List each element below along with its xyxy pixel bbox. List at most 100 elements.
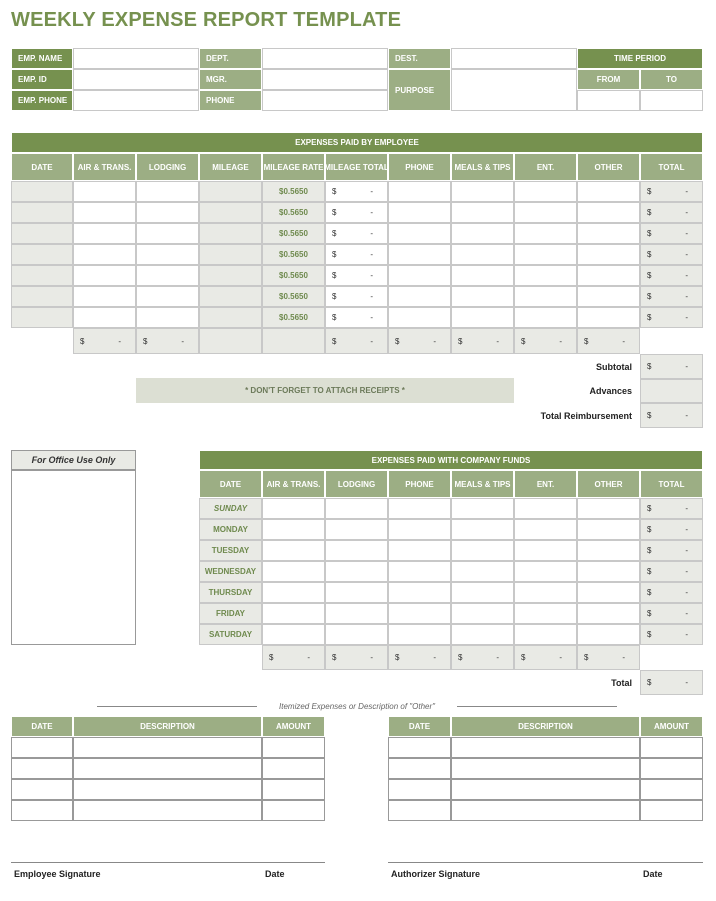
expense-cell[interactable] <box>325 519 388 540</box>
expense-cell[interactable] <box>199 202 262 223</box>
itemized-left-cell[interactable] <box>262 758 325 779</box>
row-total-cell[interactable]: $ - <box>640 561 703 582</box>
expense-cell[interactable] <box>262 582 325 603</box>
itemized-right-cell[interactable] <box>640 737 703 758</box>
itemized-left-cell[interactable] <box>73 758 262 779</box>
row-total-cell[interactable]: $ - <box>640 540 703 561</box>
expense-cell[interactable] <box>514 603 577 624</box>
row-total-cell[interactable]: $ - <box>640 202 703 223</box>
itemized-right-cell[interactable] <box>388 758 451 779</box>
row-total-cell[interactable]: $ - <box>640 603 703 624</box>
expense-cell[interactable] <box>325 582 388 603</box>
expense-cell[interactable] <box>388 582 451 603</box>
itemized-right-cell[interactable] <box>388 779 451 800</box>
emp-phone-field[interactable] <box>73 90 199 111</box>
phone-field[interactable] <box>262 90 388 111</box>
itemized-right-cell[interactable] <box>640 779 703 800</box>
expense-cell[interactable] <box>514 223 577 244</box>
expense-cell[interactable] <box>577 498 640 519</box>
column-total-cell[interactable]: $ - <box>514 645 577 670</box>
expense-cell[interactable] <box>262 540 325 561</box>
expense-cell[interactable] <box>73 223 136 244</box>
expense-cell[interactable] <box>514 265 577 286</box>
expense-cell[interactable] <box>388 624 451 645</box>
mileage-total-cell[interactable]: $ - <box>325 181 388 202</box>
mileage-total-cell[interactable]: $ - <box>325 202 388 223</box>
mileage-total-cell[interactable]: $ - <box>325 223 388 244</box>
expense-cell[interactable] <box>388 540 451 561</box>
column-total-cell[interactable]: $ - <box>577 645 640 670</box>
expense-cell[interactable] <box>262 624 325 645</box>
expense-cell[interactable] <box>451 498 514 519</box>
itemized-left-cell[interactable] <box>11 758 73 779</box>
expense-cell[interactable] <box>514 540 577 561</box>
expense-cell[interactable] <box>388 202 451 223</box>
expense-cell[interactable] <box>514 286 577 307</box>
column-total-cell[interactable]: $ - <box>136 328 199 354</box>
mileage-total-cell[interactable]: $ - <box>325 265 388 286</box>
row-total-cell[interactable]: $ - <box>640 286 703 307</box>
expense-cell[interactable] <box>451 603 514 624</box>
expense-cell[interactable] <box>136 244 199 265</box>
itemized-left-cell[interactable] <box>73 800 262 821</box>
row-total-cell[interactable]: $ - <box>640 624 703 645</box>
expense-cell[interactable] <box>262 519 325 540</box>
column-total-cell[interactable]: $ - <box>388 645 451 670</box>
from-field[interactable] <box>577 90 640 111</box>
itemized-left-cell[interactable] <box>262 779 325 800</box>
column-total-cell[interactable]: $ - <box>325 328 388 354</box>
column-total-cell[interactable]: $ - <box>451 328 514 354</box>
expense-cell[interactable] <box>262 561 325 582</box>
date-cell[interactable] <box>11 181 73 202</box>
expense-cell[interactable] <box>325 624 388 645</box>
date-cell[interactable] <box>11 307 73 328</box>
expense-cell[interactable] <box>73 307 136 328</box>
expense-cell[interactable] <box>388 223 451 244</box>
row-total-cell[interactable]: $ - <box>640 265 703 286</box>
expense-cell[interactable] <box>388 519 451 540</box>
itemized-right-cell[interactable] <box>388 737 451 758</box>
expense-cell[interactable] <box>451 286 514 307</box>
expense-cell[interactable] <box>73 244 136 265</box>
to-field[interactable] <box>640 90 703 111</box>
row-total-cell[interactable]: $ - <box>640 582 703 603</box>
expense-cell[interactable] <box>199 181 262 202</box>
expense-cell[interactable] <box>199 307 262 328</box>
column-total-cell[interactable]: $ - <box>451 645 514 670</box>
itemized-right-cell[interactable] <box>451 800 640 821</box>
expense-cell[interactable] <box>451 307 514 328</box>
expense-cell[interactable] <box>136 223 199 244</box>
expense-cell[interactable] <box>514 181 577 202</box>
expense-cell[interactable] <box>199 244 262 265</box>
itemized-left-cell[interactable] <box>11 737 73 758</box>
expense-cell[interactable] <box>451 244 514 265</box>
expense-cell[interactable] <box>199 286 262 307</box>
expense-cell[interactable] <box>388 561 451 582</box>
itemized-right-cell[interactable] <box>451 737 640 758</box>
expense-cell[interactable] <box>451 265 514 286</box>
expense-cell[interactable] <box>514 498 577 519</box>
emp-id-field[interactable] <box>73 69 199 90</box>
itemized-right-cell[interactable] <box>451 779 640 800</box>
expense-cell[interactable] <box>136 286 199 307</box>
itemized-left-cell[interactable] <box>11 779 73 800</box>
emp-name-field[interactable] <box>73 48 199 69</box>
expense-cell[interactable] <box>73 181 136 202</box>
expense-cell[interactable] <box>262 603 325 624</box>
itemized-right-cell[interactable] <box>640 758 703 779</box>
expense-cell[interactable] <box>451 519 514 540</box>
purpose-field[interactable] <box>451 69 577 111</box>
company-total-value[interactable]: $ - <box>640 670 703 695</box>
expense-cell[interactable] <box>451 582 514 603</box>
row-total-cell[interactable]: $ - <box>640 181 703 202</box>
row-total-cell[interactable]: $ - <box>640 244 703 265</box>
expense-cell[interactable] <box>388 181 451 202</box>
column-total-cell[interactable]: $ - <box>388 328 451 354</box>
date-cell[interactable] <box>11 202 73 223</box>
advances-field[interactable] <box>640 379 703 403</box>
row-total-cell[interactable]: $ - <box>640 498 703 519</box>
date-cell[interactable] <box>11 286 73 307</box>
itemized-right-cell[interactable] <box>388 800 451 821</box>
expense-cell[interactable] <box>136 202 199 223</box>
expense-cell[interactable] <box>577 582 640 603</box>
